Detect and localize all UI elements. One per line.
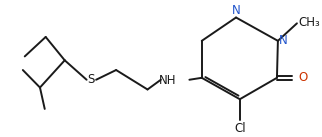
Text: NH: NH (158, 74, 176, 87)
Text: Cl: Cl (234, 122, 246, 135)
Text: N: N (232, 4, 241, 17)
Text: N: N (279, 34, 288, 47)
Text: S: S (88, 73, 95, 86)
Text: O: O (298, 71, 307, 84)
Text: CH₃: CH₃ (299, 16, 321, 29)
